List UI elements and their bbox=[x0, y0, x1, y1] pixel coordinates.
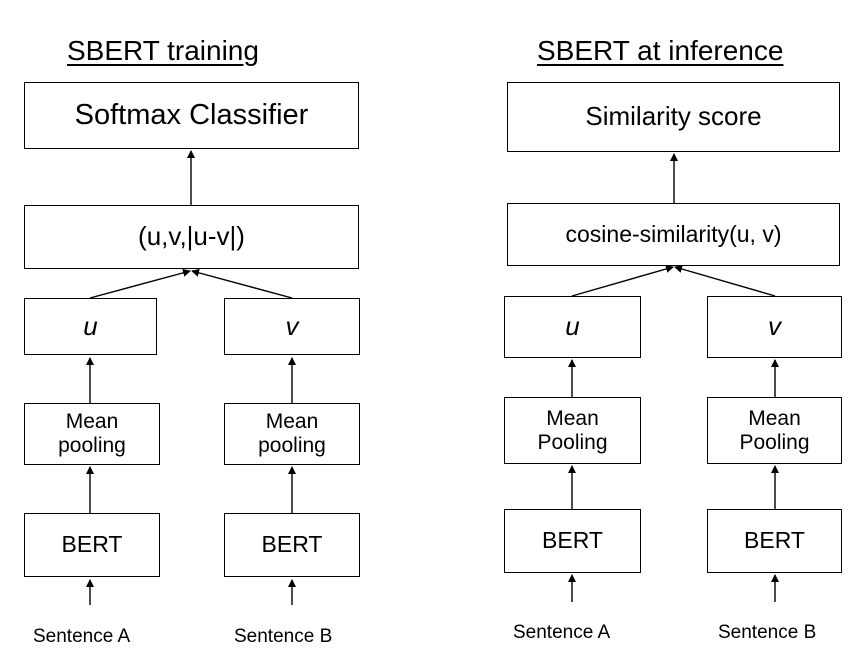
concat-box: (u,v,|u-v|) bbox=[24, 205, 359, 269]
concat-label: (u,v,|u-v|) bbox=[138, 221, 245, 252]
inference-pooling-b-line2: Pooling bbox=[739, 430, 810, 454]
training-bert-a-box: BERT bbox=[24, 513, 160, 577]
similarity-score-label: Similarity score bbox=[585, 101, 762, 132]
softmax-classifier-label: Softmax Classifier bbox=[74, 99, 309, 132]
training-pooling-a-line1: Mean bbox=[65, 410, 119, 434]
inference-bert-a-label: BERT bbox=[542, 527, 603, 554]
cosine-similarity-label: cosine-similarity(u, v) bbox=[565, 220, 782, 247]
training-v-label: v bbox=[285, 310, 299, 341]
inference-pooling-a-box: Mean Pooling bbox=[504, 397, 641, 464]
similarity-score-box: Similarity score bbox=[507, 82, 840, 152]
inference-sentence-b: Sentence B bbox=[718, 622, 817, 643]
arrow-inf-u-to-cosine bbox=[571, 265, 674, 297]
training-bert-b-label: BERT bbox=[261, 531, 323, 558]
inference-pooling-a-line2: Pooling bbox=[537, 430, 608, 454]
training-pooling-a-line2: pooling bbox=[58, 434, 126, 457]
inference-bert-a-box: BERT bbox=[504, 509, 641, 573]
arrow-v-to-concat bbox=[191, 268, 293, 299]
inference-pooling-b-line1: Mean bbox=[748, 406, 801, 430]
inference-title: SBERT at inference bbox=[537, 35, 784, 66]
training-bert-b-box: BERT bbox=[224, 513, 360, 577]
inference-pooling-a-line1: Mean bbox=[546, 406, 599, 430]
arrow-inf-v-to-cosine bbox=[674, 265, 776, 297]
training-u-box: u bbox=[24, 298, 157, 355]
inference-bert-b-box: BERT bbox=[707, 509, 842, 573]
training-sentence-a: Sentence A bbox=[33, 626, 131, 647]
softmax-classifier-box: Softmax Classifier bbox=[24, 82, 359, 149]
training-pooling-a-box: Mean pooling bbox=[24, 403, 160, 465]
training-v-box: v bbox=[224, 298, 360, 355]
training-pooling-b-line1: Mean bbox=[265, 410, 319, 434]
training-pooling-b-line2: pooling bbox=[258, 434, 326, 457]
cosine-similarity-box: cosine-similarity(u, v) bbox=[507, 203, 840, 266]
inference-sentence-a: Sentence A bbox=[513, 622, 611, 643]
training-title: SBERT training bbox=[67, 35, 259, 66]
arrow-u-to-concat bbox=[89, 268, 191, 299]
inference-v-label: v bbox=[768, 311, 781, 342]
inference-u-box: u bbox=[504, 296, 641, 358]
training-pooling-b-box: Mean pooling bbox=[224, 403, 360, 465]
inference-bert-b-label: BERT bbox=[744, 527, 805, 554]
training-sentence-b: Sentence B bbox=[234, 626, 333, 647]
training-u-label: u bbox=[83, 310, 98, 341]
training-bert-a-label: BERT bbox=[61, 531, 123, 558]
inference-u-label: u bbox=[565, 311, 580, 342]
inference-pooling-b-box: Mean Pooling bbox=[707, 397, 842, 464]
